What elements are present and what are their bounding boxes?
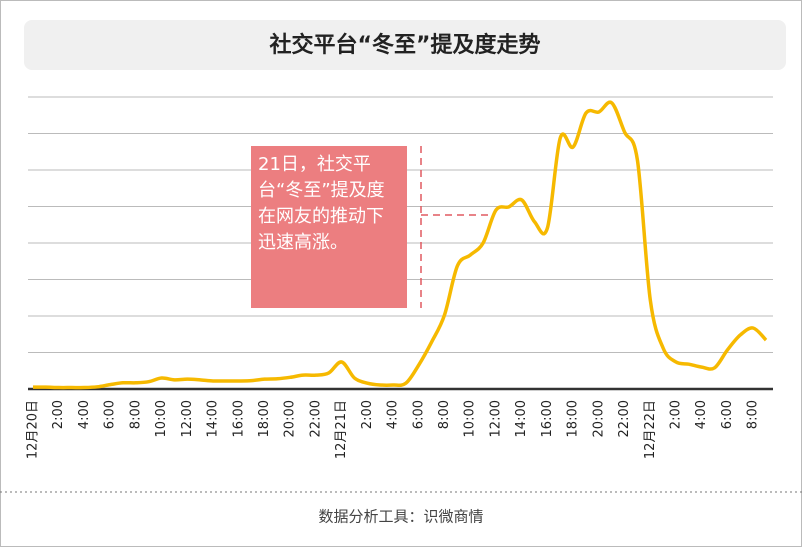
x-tick-label: 18:00 <box>566 400 581 437</box>
x-tick-label: 16:00 <box>540 400 555 437</box>
x-tick-label: 12月20日 <box>26 400 41 459</box>
annotation: 21日，社交平台“冬至”提及度在网友的推动下迅速高涨。 <box>258 154 385 253</box>
x-labels: 12月20日 2:00 4:00 6:00 8:00 10:00 12:00 14:00 16:… <box>26 400 761 459</box>
footer: 数据分析工具：识微商情 <box>318 508 483 526</box>
x-tick-label: 12月22日 <box>643 400 658 459</box>
x-tick-label: 22:00 <box>617 400 632 437</box>
x-tick-label: 12:00 <box>488 400 503 437</box>
x-tick-label: 14:00 <box>514 400 529 437</box>
x-tick-label: 4:00 <box>386 400 401 429</box>
x-tick-label: 8:00 <box>746 400 761 429</box>
x-tick-label: 20:00 <box>283 400 298 437</box>
x-tick-label: 4:00 <box>77 400 92 429</box>
x-tick-label: 16:00 <box>231 400 246 437</box>
x-tick-label: 8:00 <box>128 400 143 429</box>
x-tick-label: 10:00 <box>463 400 478 437</box>
x-tick-label: 10:00 <box>154 400 169 437</box>
x-tick-label: 14:00 <box>206 400 221 437</box>
x-tick-label: 8:00 <box>437 400 452 429</box>
annotation-box <box>251 146 407 308</box>
x-tick-label: 12月21日 <box>334 400 349 459</box>
x-tick-label: 6:00 <box>411 400 426 429</box>
x-tick-label: 20:00 <box>591 400 606 437</box>
chart-title: 社交平台“冬至”提及度走势 <box>270 32 541 58</box>
x-tick-label: 22:00 <box>308 400 323 437</box>
x-tick-label: 12:00 <box>180 400 195 437</box>
x-tick-label: 2:00 <box>360 400 375 429</box>
x-tick-label: 6:00 <box>720 400 735 429</box>
series-line <box>32 100 768 390</box>
x-tick-label: 4:00 <box>694 400 709 429</box>
title-box <box>24 20 786 70</box>
x-tick-label: 2:00 <box>669 400 684 429</box>
x-tick-label: 2:00 <box>51 400 66 429</box>
x-tick-label: 6:00 <box>103 400 118 429</box>
x-tick-label: 18:00 <box>257 400 272 437</box>
annotation-holder: 21日，社交平台“冬至”提及度在网友的推动下迅速高涨。 <box>258 154 385 253</box>
